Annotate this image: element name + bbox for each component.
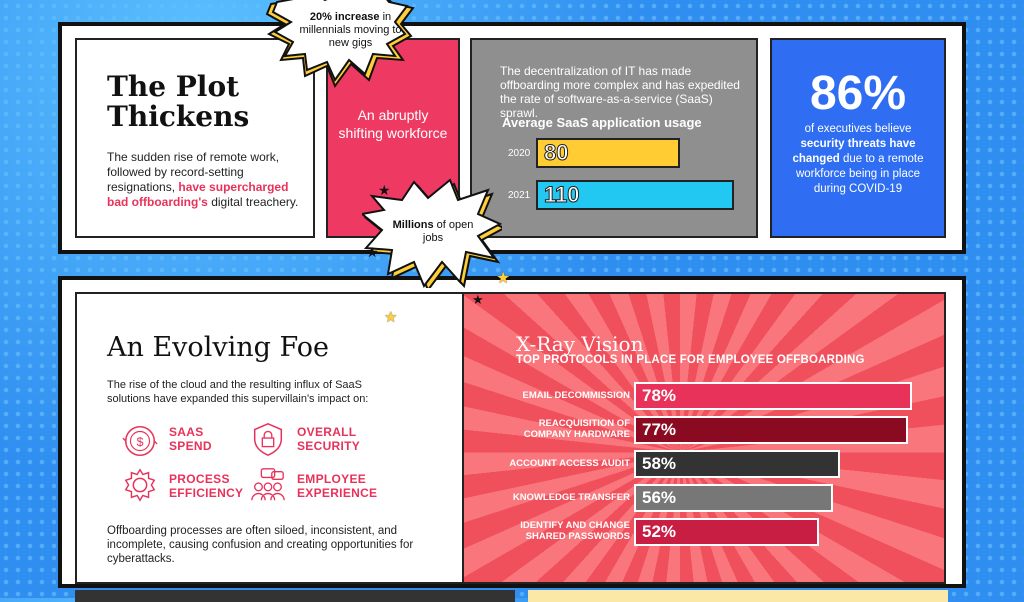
saas-bar-value: 80 <box>543 140 569 166</box>
svg-text:$: $ <box>137 435 144 449</box>
xray-bar: 58% <box>634 450 840 478</box>
xray-bar-label: KNOWLEDGE TRANSFER <box>512 492 630 503</box>
saas-bar: 80 <box>536 138 680 168</box>
plot-thickens-card: The Plot Thickens The sudden rise of rem… <box>75 38 315 238</box>
saas-bar: 110 <box>536 180 734 210</box>
xray-vision-card: X-Ray Vision TOP PROTOCOLS IN PLACE FOR … <box>462 292 946 584</box>
executives-stat-text: of executives believe security threats h… <box>792 123 924 195</box>
next-section-edge <box>528 590 948 602</box>
executives-stat-card: 86% of executives believe security threa… <box>770 38 946 238</box>
evolving-foe-card: An Evolving Foe The rise of the cloud an… <box>75 292 495 584</box>
plot-title: The Plot Thickens <box>107 70 250 133</box>
plot-body: The sudden rise of remote work, followed… <box>107 150 299 209</box>
impact-process-efficiency: PROCESS EFFICIENCY <box>169 472 244 500</box>
xray-bar-label: IDENTIFY AND CHANGE SHARED PASSWORDS <box>520 520 630 542</box>
saas-description: The decentralization of IT has made offb… <box>500 64 740 120</box>
gear-icon <box>121 466 159 509</box>
xray-bar: 78% <box>634 382 912 410</box>
xray-bar-chart: EMAIL DECOMMISSION 78% REACQUISITION OF COM… <box>464 382 944 562</box>
saas-bar-value: 110 <box>544 182 580 208</box>
impact-saas-spend: SAAS SPEND <box>169 425 212 453</box>
xray-bar: 56% <box>634 484 833 512</box>
foe-intro: The rise of the cloud and the resulting … <box>107 379 369 405</box>
star-icon: ★ <box>378 182 391 198</box>
burst-top-shape <box>265 0 415 89</box>
star-icon: ★ <box>496 270 511 287</box>
executives-stat-number: 86% <box>809 67 907 120</box>
xray-bar-label: ACCOUNT ACCESS AUDIT <box>509 458 630 469</box>
xray-bar-value: 78% <box>642 386 677 405</box>
xray-subtitle: TOP PROTOCOLS IN PLACE FOR EMPLOYEE OFFB… <box>516 354 865 366</box>
next-section-edge <box>75 590 515 602</box>
foe-outro: Offboarding processes are often siloed, … <box>107 525 414 565</box>
dollar-coin-icon: $ <box>121 422 159 465</box>
star-icon: ★ <box>472 292 484 307</box>
xray-bar-value: 56% <box>642 488 677 507</box>
xray-bar-label: EMAIL DECOMMISSION <box>522 390 631 401</box>
shield-lock-icon <box>249 420 287 463</box>
impact-overall-security: OVERALL SECURITY <box>297 425 361 453</box>
foe-title: An Evolving Foe <box>107 332 329 363</box>
xray-title: X-Ray Vision <box>516 332 644 356</box>
saas-chart-title: Average SaaS application usage <box>502 115 702 130</box>
star-icon: ★ <box>384 309 398 326</box>
star-icon: ★ <box>366 244 379 260</box>
burst-mid-shape <box>362 178 502 288</box>
xray-bar-label: REACQUISITION OF COMPANY HARDWARE <box>523 418 630 440</box>
burst-mid-text: Millions of open jobs <box>392 219 474 244</box>
shifting-workforce-text: An abruptly shifting workforce <box>338 107 448 141</box>
saas-year-label: 2021 <box>508 190 531 201</box>
xray-bar-value: 77% <box>642 420 677 439</box>
xray-bar-value: 52% <box>642 522 677 541</box>
saas-year-label: 2020 <box>508 148 531 159</box>
xray-bar: 52% <box>634 518 819 546</box>
xray-bar: 77% <box>634 416 908 444</box>
saas-bar-chart: 2020 80 2021 110 <box>472 130 756 220</box>
impact-employee-experience: EMPLOYEE EXPERIENCE <box>297 472 378 500</box>
people-chat-icon <box>249 466 287 509</box>
burst-top-text: 20% increase in millennials moving to ne… <box>299 11 402 49</box>
saas-usage-card: The decentralization of IT has made offb… <box>470 38 758 238</box>
xray-bar-value: 58% <box>642 454 677 473</box>
